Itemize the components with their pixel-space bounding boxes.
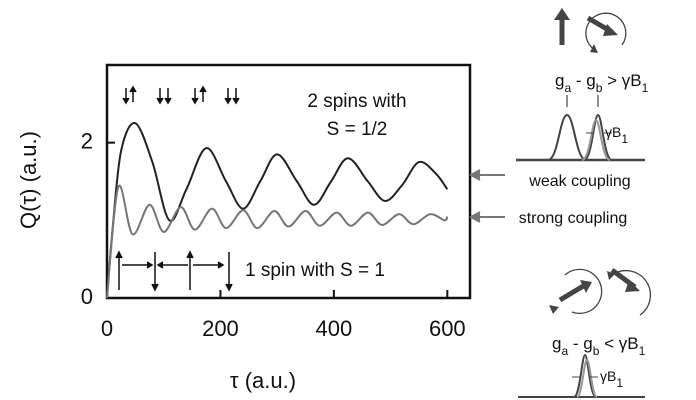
x-axis-label: τ (a.u.) xyxy=(230,368,296,393)
pointer-arrows xyxy=(468,169,505,223)
x-tick-label: 200 xyxy=(202,316,239,341)
spin-arrows xyxy=(115,85,240,292)
x-tick-label: 0 xyxy=(101,316,113,341)
text-part: < γB xyxy=(599,334,638,353)
plot-border xyxy=(105,63,472,300)
data-line xyxy=(106,184,449,299)
condition-label: ga - gb < γB1 xyxy=(552,334,646,358)
condition-label: ga - gb > γB1 xyxy=(555,71,649,95)
text-part: γB xyxy=(600,368,616,384)
annotation: S = 1/2 xyxy=(327,119,388,140)
y-axis-label: Q(τ) (a.u.) xyxy=(16,131,41,229)
schematic xyxy=(516,8,652,398)
x-tick-label: 400 xyxy=(316,316,353,341)
width-label: γB1 xyxy=(605,124,628,146)
width-label: γB1 xyxy=(600,368,623,390)
data-line xyxy=(106,122,449,299)
text-part: 1 xyxy=(639,344,646,358)
text-part: b xyxy=(593,344,600,358)
annotation: 1 spin with S = 1 xyxy=(245,260,385,281)
text-part: 1 xyxy=(642,81,649,95)
legend-entry: strong coupling xyxy=(519,210,628,227)
text-part: b xyxy=(596,81,603,95)
legend-entry: weak coupling xyxy=(528,173,630,190)
text-part: - g xyxy=(571,71,596,90)
text-part: a xyxy=(564,81,571,95)
text-part: g xyxy=(552,334,561,353)
y-tick-label: 0 xyxy=(81,284,93,309)
text-part: γB xyxy=(605,124,621,140)
y-tick-label: 2 xyxy=(81,128,93,153)
text-part: 1 xyxy=(616,376,623,390)
annotation: 2 spins with xyxy=(307,91,406,112)
x-tick-label: 600 xyxy=(429,316,466,341)
text-part: > γB xyxy=(602,71,641,90)
text-part: - g xyxy=(568,334,593,353)
text-part: a xyxy=(561,344,568,358)
text-part: 1 xyxy=(621,132,628,146)
text-part: g xyxy=(555,71,564,90)
